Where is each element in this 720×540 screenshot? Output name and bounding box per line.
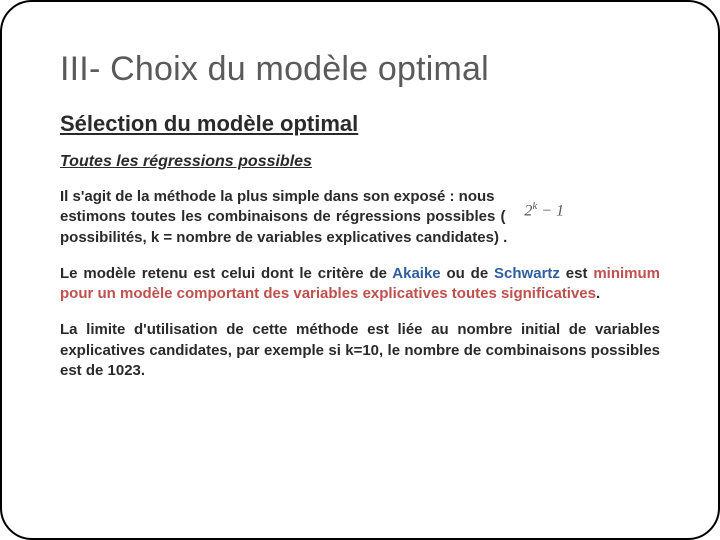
para2-akaike: Akaike [392,265,440,282]
para1-line-a: Il s'agit de la méthode la plus simple d… [60,188,495,205]
para2-d: . [596,285,600,302]
formula-overlay: 2k − 1 [524,199,564,222]
para1-line-c: possibilités, k = nombre de variables ex… [60,229,507,246]
slide-frame: III- Choix du modèle optimal Sélection d… [0,0,720,540]
paragraph-1: Il s'agit de la méthode la plus simple d… [60,187,660,248]
formula-tail: − 1 [537,202,564,219]
para2-a: Le modèle retenu est celui dont le critè… [60,265,392,282]
para2-schwartz: Schwartz [494,265,560,282]
para1-line-b: estimons toutes les combinaisons de régr… [60,208,505,225]
formula-base: 2 [524,202,532,219]
slide-subtitle: Sélection du modèle optimal [60,111,660,137]
para2-c: est [560,265,593,282]
slide-title: III- Choix du modèle optimal [60,50,660,89]
formula-exponent: k [532,200,537,212]
slide-subheading: Toutes les régressions possibles [60,153,660,171]
paragraph-3: La limite d'utilisation de cette méthode… [60,320,660,381]
paragraph-2: Le modèle retenu est celui dont le critè… [60,264,660,305]
para2-b: ou de [441,265,494,282]
